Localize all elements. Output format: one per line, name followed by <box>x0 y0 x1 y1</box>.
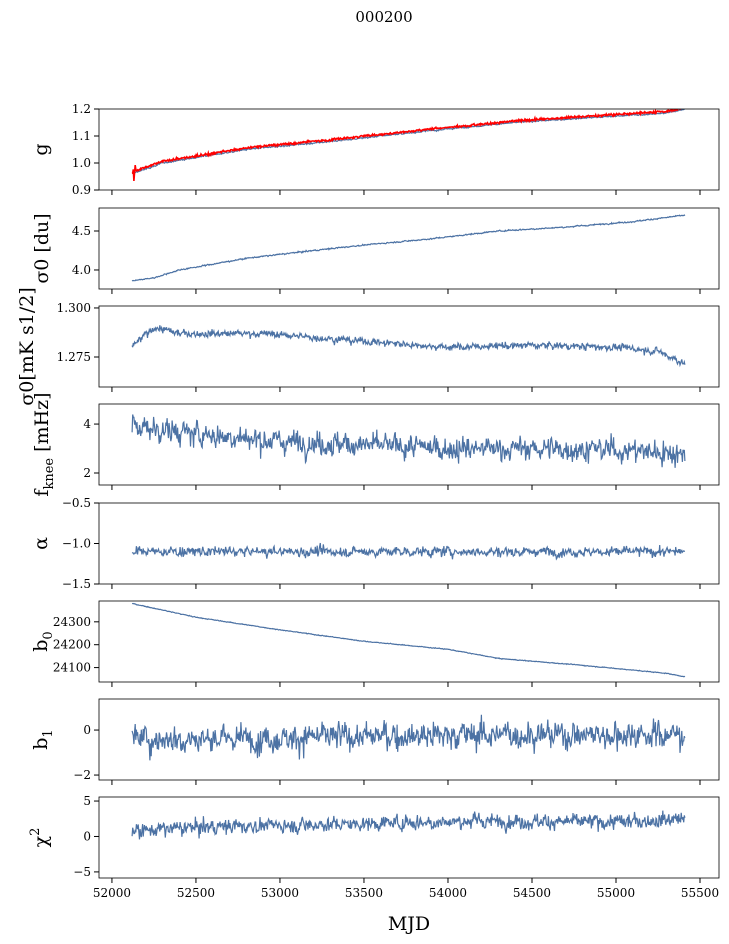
axes-frame-1 <box>98 207 720 290</box>
overlay-line-0 <box>131 109 684 181</box>
y-tick-label: 0.9 <box>72 183 91 197</box>
y-tick-label: −1.0 <box>62 537 91 551</box>
x-tick-label: 54000 <box>429 886 467 900</box>
y-tick-label: −0.5 <box>62 496 91 510</box>
panel-5: 24100 24200 24300 b0 <box>30 600 720 687</box>
y-axis-label-3: fknee [mHz] <box>31 392 57 496</box>
series-line-1 <box>131 214 686 282</box>
panel-3: 2 4 fknee [mHz] <box>31 392 720 497</box>
panel-0: 0.9 1.0 1.1 1.2 g <box>30 102 720 197</box>
y-tick-label: −2 <box>73 768 91 782</box>
x-tick-label: 53000 <box>261 886 299 900</box>
chart-title: 000200 <box>355 8 412 26</box>
y-tick-label: 24200 <box>53 638 91 652</box>
y-tick-label: 1.0 <box>72 156 91 170</box>
y-tick-label: 0 <box>83 829 91 843</box>
x-tick-label: 53500 <box>345 886 383 900</box>
axes-frame-4 <box>98 502 720 585</box>
y-tick-label: 24300 <box>53 615 91 629</box>
panel-7: −5 0 5 52000 52500 53000 53500 54000 54500 55000 5… <box>28 794 720 900</box>
y-axis-label-6: b1 <box>30 729 56 749</box>
y-tick-label: −1.5 <box>62 577 91 591</box>
y-axis-label-1: σ0 [du] <box>31 213 53 283</box>
axes-frame-7 <box>98 796 720 879</box>
series-line-4 <box>131 542 686 561</box>
y-tick-label: 24100 <box>53 661 91 675</box>
panel-6: −2 0 b1 <box>30 698 720 785</box>
y-tick-label: 1.1 <box>72 129 91 143</box>
y-tick-label: 1.275 <box>57 350 91 364</box>
series-line-7 <box>131 810 686 840</box>
y-axis-label-0: g <box>30 143 52 155</box>
x-tick-label: 55000 <box>597 886 635 900</box>
y-axis-label-5: b0 <box>30 631 56 651</box>
series-line-3 <box>131 414 686 468</box>
axes-frame-0 <box>98 108 720 191</box>
axes-frame-3 <box>98 403 720 486</box>
x-tick-label: 54500 <box>513 886 551 900</box>
panel-4: −1.5 −1.0 −0.5 α <box>30 496 720 591</box>
y-axis-label-2: σ0[mK s1/2] <box>16 287 38 405</box>
series-line-6 <box>131 714 686 761</box>
panel-2: 1.275 1.300 σ0[mK s1/2] <box>16 287 720 406</box>
y-tick-label: 1.300 <box>57 301 91 315</box>
series-line-0 <box>132 109 685 175</box>
x-tick-label: 52000 <box>93 886 131 900</box>
y-tick-label: 0 <box>83 723 91 737</box>
x-tick-label: 55500 <box>681 886 719 900</box>
x-axis-label: MJD <box>388 913 430 935</box>
x-tick-label: 52500 <box>177 886 215 900</box>
panel-1: 4.0 4.5 σ0 [du] <box>31 207 720 294</box>
y-axis-label-4: α <box>30 537 52 550</box>
y-tick-label: −5 <box>73 865 91 879</box>
y-axis-label-7: χ2 <box>28 828 52 848</box>
y-tick-label: 4.5 <box>72 224 91 238</box>
axes-frame-6 <box>98 698 720 781</box>
y-tick-label: 1.2 <box>72 102 91 116</box>
y-tick-label: 4.0 <box>72 263 91 277</box>
series-line-2 <box>131 325 686 368</box>
series-line-5 <box>131 602 686 678</box>
y-tick-label: 5 <box>83 794 91 808</box>
y-tick-label: 4 <box>83 417 91 431</box>
axes-frame-5 <box>98 600 720 683</box>
axes-frame-2 <box>98 305 720 388</box>
y-tick-label: 2 <box>83 466 91 480</box>
